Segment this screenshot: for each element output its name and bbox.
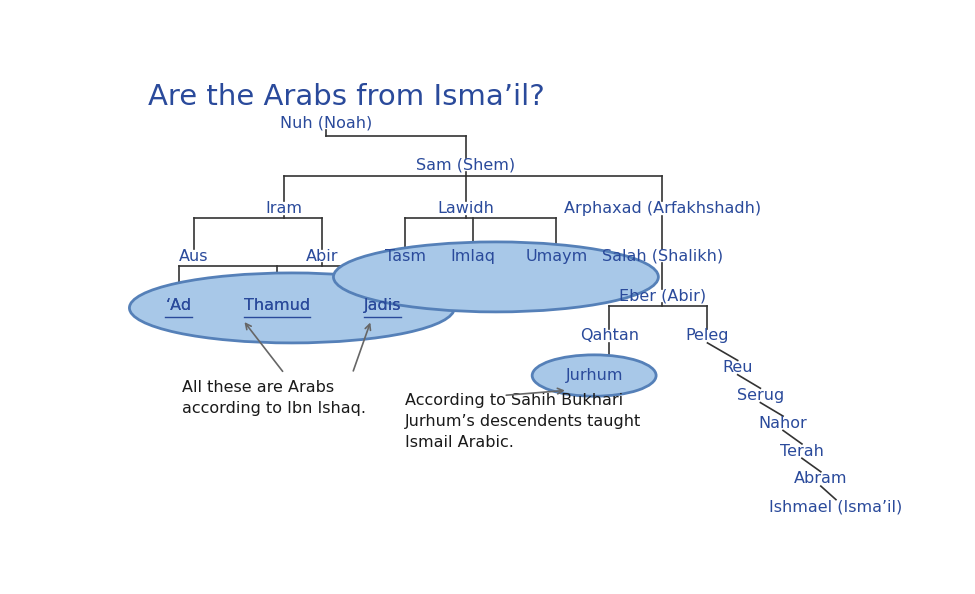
Text: Imlaq: Imlaq — [450, 249, 495, 264]
Text: Tasm: Tasm — [385, 249, 426, 264]
Text: Jadis: Jadis — [364, 298, 402, 314]
Ellipse shape — [532, 355, 656, 396]
Text: Serug: Serug — [737, 388, 784, 403]
Text: Nuh (Noah): Nuh (Noah) — [280, 115, 372, 131]
Text: All these are Arabs
according to Ibn Ishaq.: All these are Arabs according to Ibn Ish… — [182, 380, 367, 416]
Text: Abir: Abir — [306, 249, 338, 264]
Text: Thamud: Thamud — [244, 298, 310, 314]
Text: Terah: Terah — [780, 444, 824, 459]
Text: ‘Ad: ‘Ad — [166, 298, 192, 314]
Text: Qahtan: Qahtan — [580, 328, 639, 343]
Text: Abram: Abram — [794, 472, 847, 486]
Text: Iram: Iram — [266, 201, 303, 216]
Text: Salah (Shalikh): Salah (Shalikh) — [602, 249, 722, 264]
Text: Thamud: Thamud — [244, 298, 310, 314]
Text: Umaym: Umaym — [526, 249, 588, 264]
Text: ‘Ad: ‘Ad — [166, 298, 192, 314]
Text: Ishmael (Isma’il): Ishmael (Isma’il) — [769, 500, 903, 514]
Text: Reu: Reu — [722, 360, 753, 375]
Text: Jadis: Jadis — [364, 298, 402, 314]
Ellipse shape — [333, 242, 658, 312]
Text: Are the Arabs from Isma’il?: Are the Arabs from Isma’il? — [148, 83, 545, 110]
Text: Arphaxad (Arfakhshadh): Arphaxad (Arfakhshadh) — [564, 201, 760, 216]
Text: Eber (Abir): Eber (Abir) — [618, 289, 706, 304]
Ellipse shape — [130, 273, 454, 343]
Text: Peleg: Peleg — [685, 328, 729, 343]
Text: Sam (Shem): Sam (Shem) — [416, 157, 515, 172]
Text: Nahor: Nahor — [759, 416, 807, 431]
Text: According to Sahih Bukhari
Jurhum’s descendents taught
Ismail Arabic.: According to Sahih Bukhari Jurhum’s desc… — [406, 393, 642, 450]
Text: Aus: Aus — [178, 249, 209, 264]
Text: Jurhum: Jurhum — [566, 368, 623, 383]
Text: Lawidh: Lawidh — [437, 201, 494, 216]
